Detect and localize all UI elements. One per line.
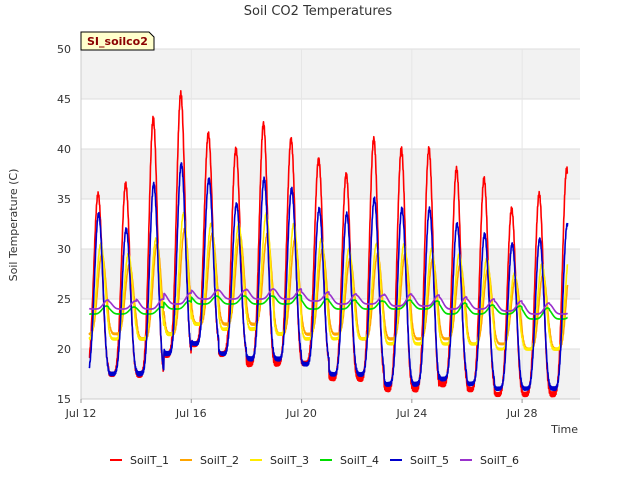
- plot-band: [81, 149, 580, 199]
- legend: SoilT_1 SoilT_2 SoilT_3 SoilT_4 SoilT_5 SoilT…: [110, 454, 519, 467]
- legend-label: SoilT_4: [340, 454, 379, 467]
- x-tick-label: Jul 28: [506, 407, 538, 420]
- legend-item-soilt_6: SoilT_6: [460, 454, 519, 467]
- series-lines: [88, 90, 569, 398]
- x-tick-label: Jul 16: [175, 407, 207, 420]
- y-tick-label: 50: [57, 43, 71, 56]
- series-line-soilt_6: [88, 288, 569, 315]
- legend-label: SoilT_3: [270, 454, 309, 467]
- y-tick-label: 30: [57, 243, 71, 256]
- legend-label: SoilT_1: [130, 454, 169, 467]
- y-tick-label: 35: [57, 193, 71, 206]
- axes: [80, 49, 580, 400]
- legend-label: SoilT_5: [410, 454, 449, 467]
- y-tick-label: 45: [57, 93, 71, 106]
- grid-lines: [80, 48, 580, 400]
- site-badge-box: [80, 31, 155, 51]
- legend-item-soilt_4: SoilT_4: [320, 454, 379, 467]
- x-tick-label: Jul 12: [65, 407, 97, 420]
- site-badge-label: SI_soilco2: [87, 35, 148, 48]
- legend-item-soilt_1: SoilT_1: [110, 454, 169, 467]
- legend-item-soilt_2: SoilT_2: [180, 454, 239, 467]
- x-tick-label: Jul 24: [395, 407, 427, 420]
- y-tick-label: 25: [57, 293, 71, 306]
- chart-title: Soil CO2 Temperatures: [244, 4, 393, 19]
- y-tick-label: 20: [57, 343, 71, 356]
- x-axis-label: Time: [550, 423, 578, 436]
- y-tick-label: 15: [57, 393, 71, 406]
- y-tick-label: 40: [57, 143, 71, 156]
- legend-label: SoilT_2: [200, 454, 239, 467]
- y-axis-label: Soil Temperature (C): [7, 169, 20, 282]
- plot-band: [81, 249, 580, 299]
- series-line-soilt_5: [88, 162, 569, 392]
- site-badge: SI_soilco2: [80, 31, 155, 51]
- legend-item-soilt_5: SoilT_5: [390, 454, 449, 467]
- y-tick-labels: 15 20 25 30 35 40 45 50: [57, 43, 71, 406]
- x-tick-labels: Jul 12 Jul 16 Jul 20 Jul 24 Jul 28: [65, 399, 538, 420]
- plot-background: [81, 49, 580, 399]
- legend-label: SoilT_6: [480, 454, 519, 467]
- plot-band: [81, 49, 580, 99]
- x-tick-label: Jul 20: [285, 407, 317, 420]
- legend-item-soilt_3: SoilT_3: [250, 454, 309, 467]
- series-line-soilt_4: [88, 294, 569, 320]
